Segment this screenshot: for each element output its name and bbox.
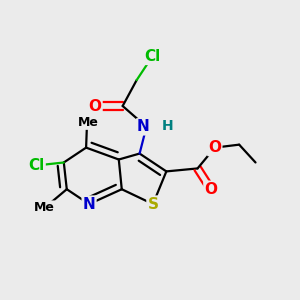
Text: S: S [148, 196, 158, 211]
Text: Me: Me [78, 116, 99, 129]
Text: O: O [88, 98, 101, 113]
Text: Cl: Cl [144, 49, 160, 64]
Text: O: O [204, 182, 218, 197]
Text: Me: Me [34, 202, 55, 214]
Text: N: N [83, 196, 95, 211]
Text: O: O [208, 140, 221, 155]
Text: H: H [162, 119, 173, 133]
Text: N: N [137, 119, 150, 134]
Text: Cl: Cl [28, 158, 45, 173]
